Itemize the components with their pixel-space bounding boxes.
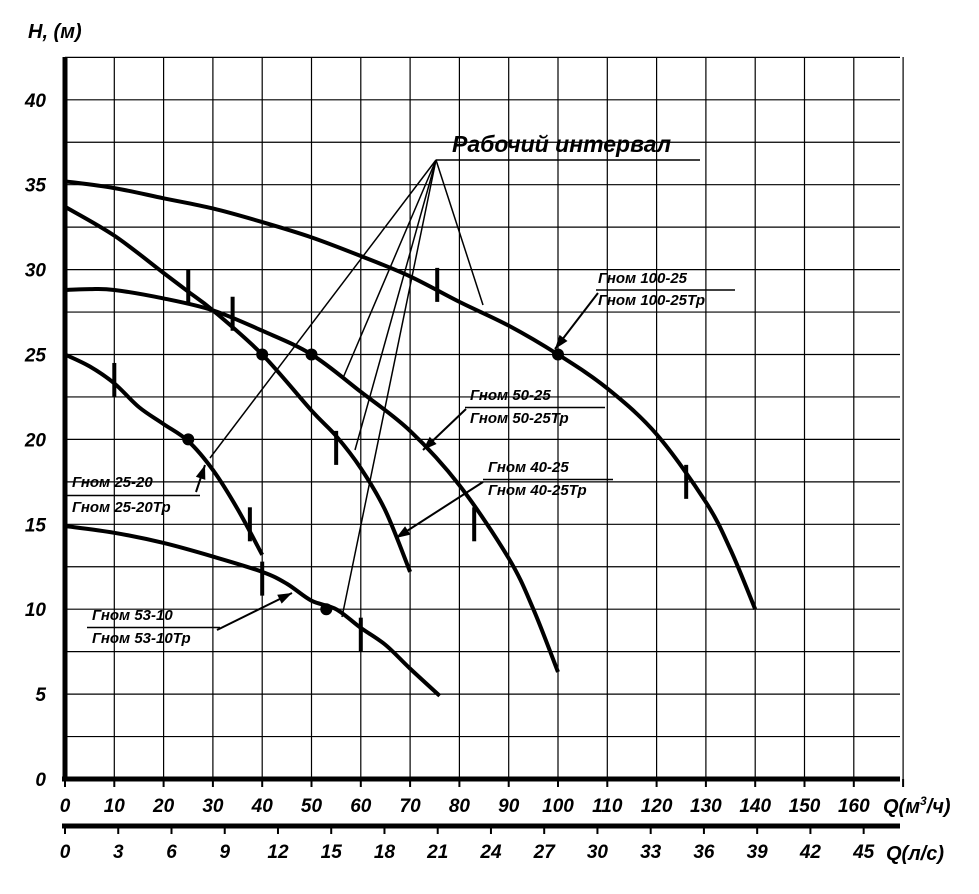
annotation-leader xyxy=(342,159,437,379)
x2-tick-label: 12 xyxy=(267,842,289,863)
x2-tick-label: 36 xyxy=(693,842,715,863)
x-tick-label: 50 xyxy=(301,796,323,817)
x-tick-label: 20 xyxy=(152,796,175,817)
x2-tick-label: 24 xyxy=(479,842,502,863)
series-label-bottom: Гном 100-25Тр xyxy=(598,292,705,309)
x-tick-label: 30 xyxy=(202,796,224,817)
x-tick-label: 40 xyxy=(251,796,274,817)
series-label-bottom: Гном 50-25Тр xyxy=(470,410,569,427)
rated-point xyxy=(320,603,333,616)
y-tick-label: 25 xyxy=(24,346,47,367)
axes xyxy=(62,57,905,834)
x-tick-label: 130 xyxy=(690,796,722,817)
series-label-bottom: Гном 40-25Тр xyxy=(488,482,587,499)
x2-tick-label: 21 xyxy=(426,842,448,863)
y-tick-label: 35 xyxy=(25,176,47,197)
series-label-bottom: Гном 53-10Тр xyxy=(92,630,191,647)
x2-tick-label: 30 xyxy=(587,842,609,863)
series-label-top: Гном 50-25 xyxy=(470,387,551,404)
x2-tick-label: 18 xyxy=(374,842,396,863)
y-tick-label: 30 xyxy=(25,261,47,282)
curve-series-4 xyxy=(64,524,442,698)
arrowhead xyxy=(277,593,292,604)
series-labels: Гном 100-25 Гном 100-25Тр Гном 50-25 Гном 5… xyxy=(66,270,735,647)
arrowhead xyxy=(555,334,568,349)
curve-series-0 xyxy=(64,179,758,610)
arrowhead xyxy=(423,436,437,450)
annotation-leader xyxy=(341,159,437,618)
x2-tick-label: 39 xyxy=(747,842,769,863)
x-tick-label: 70 xyxy=(400,796,422,817)
x2-tick-label: 6 xyxy=(166,842,177,863)
x2-tick-label: 42 xyxy=(799,842,822,863)
y-tick-label: 40 xyxy=(24,91,47,112)
y-tick-label: 20 xyxy=(24,430,47,451)
annotation-leader xyxy=(435,159,484,306)
grid xyxy=(65,56,904,779)
x-tick-label: 100 xyxy=(542,796,574,817)
y-tick-label: 10 xyxy=(25,600,47,621)
arrowhead xyxy=(195,465,206,480)
y-tick-label: 15 xyxy=(25,515,47,536)
rated-point xyxy=(552,348,564,361)
curve-series-1 xyxy=(64,286,560,673)
series-label-arrow xyxy=(395,481,484,539)
rated-point xyxy=(305,348,318,361)
x-tick-label: 140 xyxy=(739,796,771,817)
y-axis-label: H, (м) xyxy=(28,21,82,43)
x-tick-label: 120 xyxy=(641,796,673,817)
series-label-top: Гном 100-25 xyxy=(598,270,688,287)
x-axis-label-m3h: Q(м3/ч) xyxy=(883,794,951,818)
x2-tick-label: 27 xyxy=(533,842,557,863)
x2-tick-label: 15 xyxy=(321,842,343,863)
series-label-top: Гном 53-10 xyxy=(92,607,173,624)
series-label-top: Гном 40-25 xyxy=(488,459,569,476)
x-tick-label: 10 xyxy=(104,796,126,817)
x-tick-label: 90 xyxy=(498,796,520,817)
annotation-working-interval: Рабочий интервал xyxy=(452,131,671,157)
y-tick-label: 5 xyxy=(35,685,46,706)
x-axis-label-ls: Q(л/с) xyxy=(886,843,944,865)
rated-point xyxy=(256,348,269,361)
x2-tick-label: 0 xyxy=(60,842,71,863)
annotation-leader xyxy=(209,159,437,459)
x-tick-label: 150 xyxy=(789,796,821,817)
annotation-leader xyxy=(354,159,437,451)
series-label-bottom: Гном 25-20Тр xyxy=(72,499,171,516)
x2-tick-label: 9 xyxy=(219,842,230,863)
x-tick-label: 160 xyxy=(838,796,870,817)
x-tick-label: 110 xyxy=(592,796,623,817)
x2-tick-label: 45 xyxy=(852,842,875,863)
x-tick-label: 80 xyxy=(449,796,471,817)
rated-point xyxy=(182,433,195,446)
x2-tick-label: 3 xyxy=(113,842,124,863)
x2-tick-label: 33 xyxy=(640,842,662,863)
x-tick-label: 60 xyxy=(350,796,372,817)
series-label-top: Гном 25-20 xyxy=(72,474,153,491)
annotation-leaders xyxy=(209,159,700,618)
x-tick-label: 0 xyxy=(60,796,71,817)
curve-series-3 xyxy=(64,352,264,556)
y-tick-label: 0 xyxy=(35,770,46,791)
arrowhead xyxy=(396,526,411,538)
